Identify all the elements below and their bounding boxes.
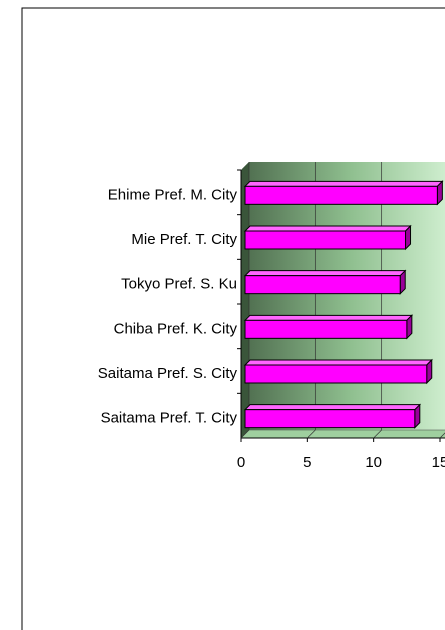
bar-top bbox=[243, 225, 412, 232]
y-tick-label: Tokyo Pref. S. Ku bbox=[121, 276, 237, 293]
bar bbox=[244, 364, 428, 384]
bar-top bbox=[243, 180, 444, 187]
x-tick-label: 0 bbox=[237, 454, 245, 471]
bar bbox=[244, 185, 438, 205]
chart-frame bbox=[21, 7, 445, 630]
y-tick-label: Saitama Pref. S. City bbox=[98, 365, 238, 382]
bar bbox=[244, 230, 407, 250]
bar bbox=[244, 319, 408, 339]
bar-top bbox=[243, 359, 433, 366]
floor-grid-line bbox=[240, 429, 250, 439]
floor-grid-line bbox=[439, 432, 445, 439]
bar-top bbox=[243, 404, 422, 411]
x-tick-label: 15 bbox=[432, 454, 445, 471]
plot-floor bbox=[240, 429, 445, 439]
bar bbox=[244, 275, 401, 295]
bar-top bbox=[243, 314, 414, 321]
y-tick-label: Mie Pref. T. City bbox=[131, 231, 237, 248]
y-tick-label: Ehime Pref. M. City bbox=[108, 186, 238, 203]
y-tick-label: Chiba Pref. K. City bbox=[114, 320, 238, 337]
x-tick-label: 5 bbox=[303, 454, 311, 471]
y-tick-label: Saitama Pref. T. City bbox=[101, 410, 238, 427]
bar bbox=[244, 409, 416, 429]
bar-top bbox=[243, 270, 407, 277]
floor-grid-line bbox=[373, 429, 382, 439]
x-tick-label: 10 bbox=[365, 454, 382, 471]
floor-grid-line bbox=[307, 429, 316, 439]
